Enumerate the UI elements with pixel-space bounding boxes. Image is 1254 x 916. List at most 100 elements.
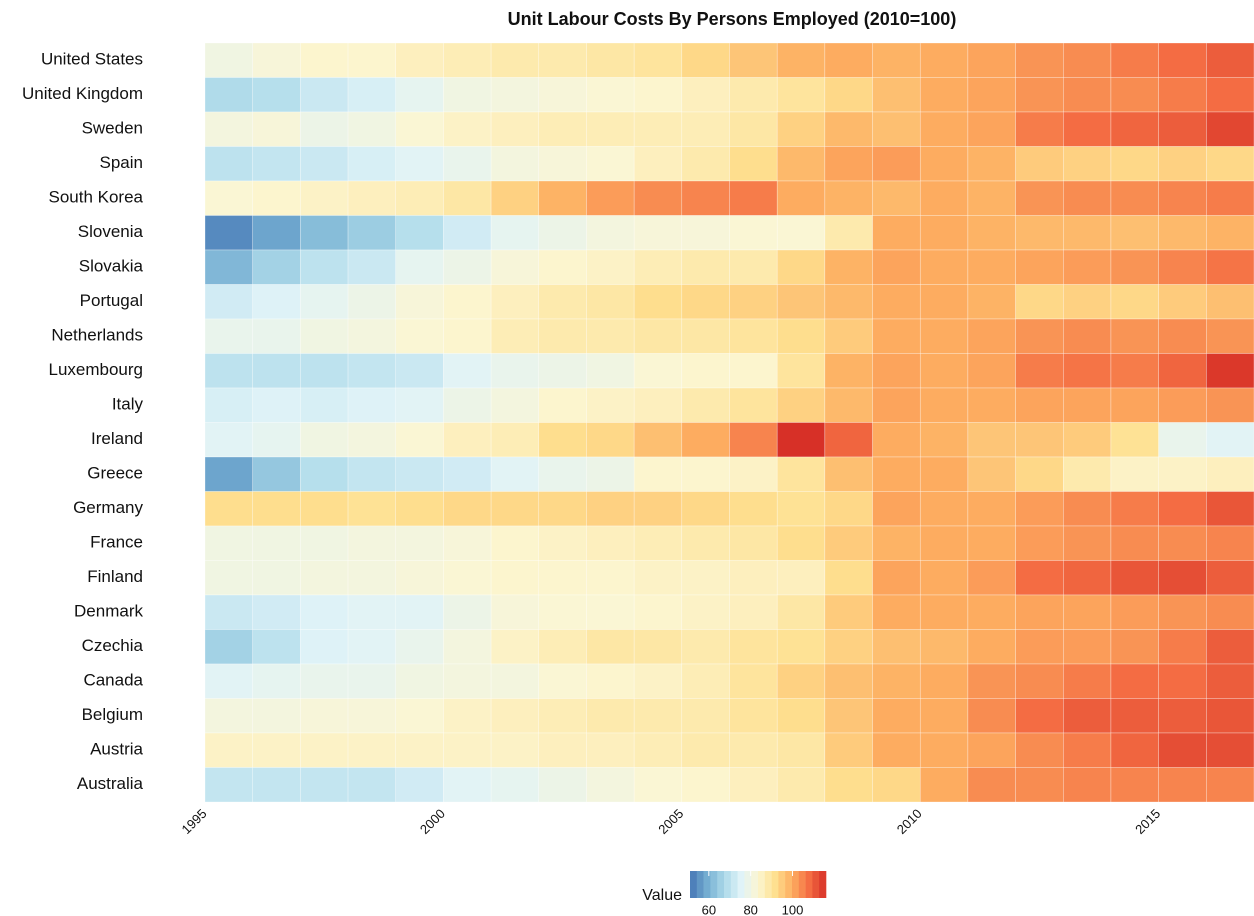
heatmap-cell xyxy=(300,594,349,630)
heatmap-cell xyxy=(824,353,873,389)
heatmap-cell xyxy=(776,525,826,561)
heatmap-cell xyxy=(586,215,635,251)
heatmap-cell xyxy=(729,767,778,803)
heatmap-cell xyxy=(538,249,587,285)
heatmap-cell xyxy=(347,491,396,527)
heatmap-cell xyxy=(776,767,826,803)
heatmap-cell xyxy=(681,491,730,527)
heatmap-cell xyxy=(776,629,826,665)
heatmap-cell xyxy=(300,77,349,113)
heatmap-cell xyxy=(919,525,969,561)
heatmap-cell xyxy=(1206,180,1254,216)
heatmap-cell xyxy=(872,594,921,630)
heatmap-cell xyxy=(204,422,253,458)
x-tick-label: 2010 xyxy=(894,806,925,837)
heatmap-cell xyxy=(1158,663,1207,699)
heatmap-cell xyxy=(538,180,587,216)
heatmap-cell xyxy=(1015,284,1064,320)
heatmap-cell xyxy=(395,732,444,768)
heatmap-cell xyxy=(919,284,969,320)
heatmap-cell xyxy=(347,215,396,251)
heatmap-cell xyxy=(1206,387,1254,423)
heatmap-cell xyxy=(586,594,635,630)
heatmap-cell xyxy=(1015,42,1064,78)
heatmap-cell xyxy=(490,629,540,665)
heatmap-cell xyxy=(1063,732,1112,768)
heatmap-cell xyxy=(204,284,253,320)
heatmap-cell xyxy=(347,663,396,699)
heatmap-cell xyxy=(252,387,301,423)
heatmap-cell xyxy=(252,111,301,147)
heatmap-cell xyxy=(824,318,873,354)
heatmap-cell xyxy=(347,42,396,78)
heatmap-cell xyxy=(347,353,396,389)
heatmap-cell xyxy=(681,629,730,665)
heatmap-cell xyxy=(538,629,587,665)
y-tick-label: Finland xyxy=(87,567,143,586)
heatmap-cell xyxy=(443,42,492,78)
heatmap-cell xyxy=(681,77,730,113)
heatmap-cell xyxy=(490,560,540,596)
heatmap-cell xyxy=(395,284,444,320)
heatmap-cell xyxy=(919,146,969,182)
heatmap-cell xyxy=(490,111,540,147)
heatmap-cell xyxy=(586,663,635,699)
heatmap-cell xyxy=(1063,663,1112,699)
heatmap-cell xyxy=(252,767,301,803)
y-tick-label: Italy xyxy=(112,395,144,414)
heatmap-cell xyxy=(204,111,253,147)
heatmap-cell xyxy=(1110,146,1159,182)
heatmap-cell xyxy=(204,663,253,699)
heatmap-cell xyxy=(633,42,683,78)
heatmap-cell xyxy=(395,387,444,423)
heatmap-cell xyxy=(967,318,1016,354)
heatmap-cell xyxy=(1206,698,1254,734)
heatmap-cell xyxy=(395,353,444,389)
heatmap-cell xyxy=(872,284,921,320)
heatmap-cell xyxy=(729,180,778,216)
heatmap-cell xyxy=(729,42,778,78)
heatmap-cell xyxy=(919,629,969,665)
heatmap-cell xyxy=(395,525,444,561)
heatmap-cell xyxy=(586,353,635,389)
heatmap-cell xyxy=(490,284,540,320)
legend-swatch xyxy=(717,871,725,898)
heatmap-cell xyxy=(919,353,969,389)
heatmap-cell xyxy=(204,456,253,492)
y-tick-label: Ireland xyxy=(91,429,143,448)
y-tick-label: Denmark xyxy=(74,602,143,621)
heatmap-cell xyxy=(490,456,540,492)
legend-swatch xyxy=(805,871,813,898)
heatmap-cell xyxy=(252,284,301,320)
heatmap-cell xyxy=(443,456,492,492)
heatmap-cell xyxy=(1110,180,1159,216)
heatmap-cell xyxy=(633,629,683,665)
legend-swatch xyxy=(744,871,752,898)
heatmap-cell xyxy=(919,698,969,734)
heatmap-cell xyxy=(1158,525,1207,561)
heatmap-cell xyxy=(1110,525,1159,561)
heatmap-cell xyxy=(395,422,444,458)
heatmap-cell xyxy=(824,215,873,251)
heatmap-cell xyxy=(443,249,492,285)
heatmap-cell xyxy=(681,353,730,389)
heatmap-cell xyxy=(1158,560,1207,596)
heatmap-cell xyxy=(586,146,635,182)
heatmap-cell xyxy=(776,111,826,147)
heatmap-cell xyxy=(204,767,253,803)
heatmap-cell xyxy=(538,422,587,458)
heatmap-cell xyxy=(872,215,921,251)
heatmap-cell xyxy=(538,387,587,423)
heatmap-cell xyxy=(1158,732,1207,768)
heatmap-cell xyxy=(967,387,1016,423)
heatmap-cell xyxy=(776,42,826,78)
heatmap-cell xyxy=(443,594,492,630)
heatmap-cell xyxy=(633,146,683,182)
heatmap-cell xyxy=(586,560,635,596)
heatmap-cell xyxy=(1110,387,1159,423)
heatmap-cell xyxy=(538,732,587,768)
heatmap-cell xyxy=(1158,77,1207,113)
heatmap-cell xyxy=(1206,422,1254,458)
heatmap-cell xyxy=(919,767,969,803)
heatmap-cell xyxy=(1015,249,1064,285)
